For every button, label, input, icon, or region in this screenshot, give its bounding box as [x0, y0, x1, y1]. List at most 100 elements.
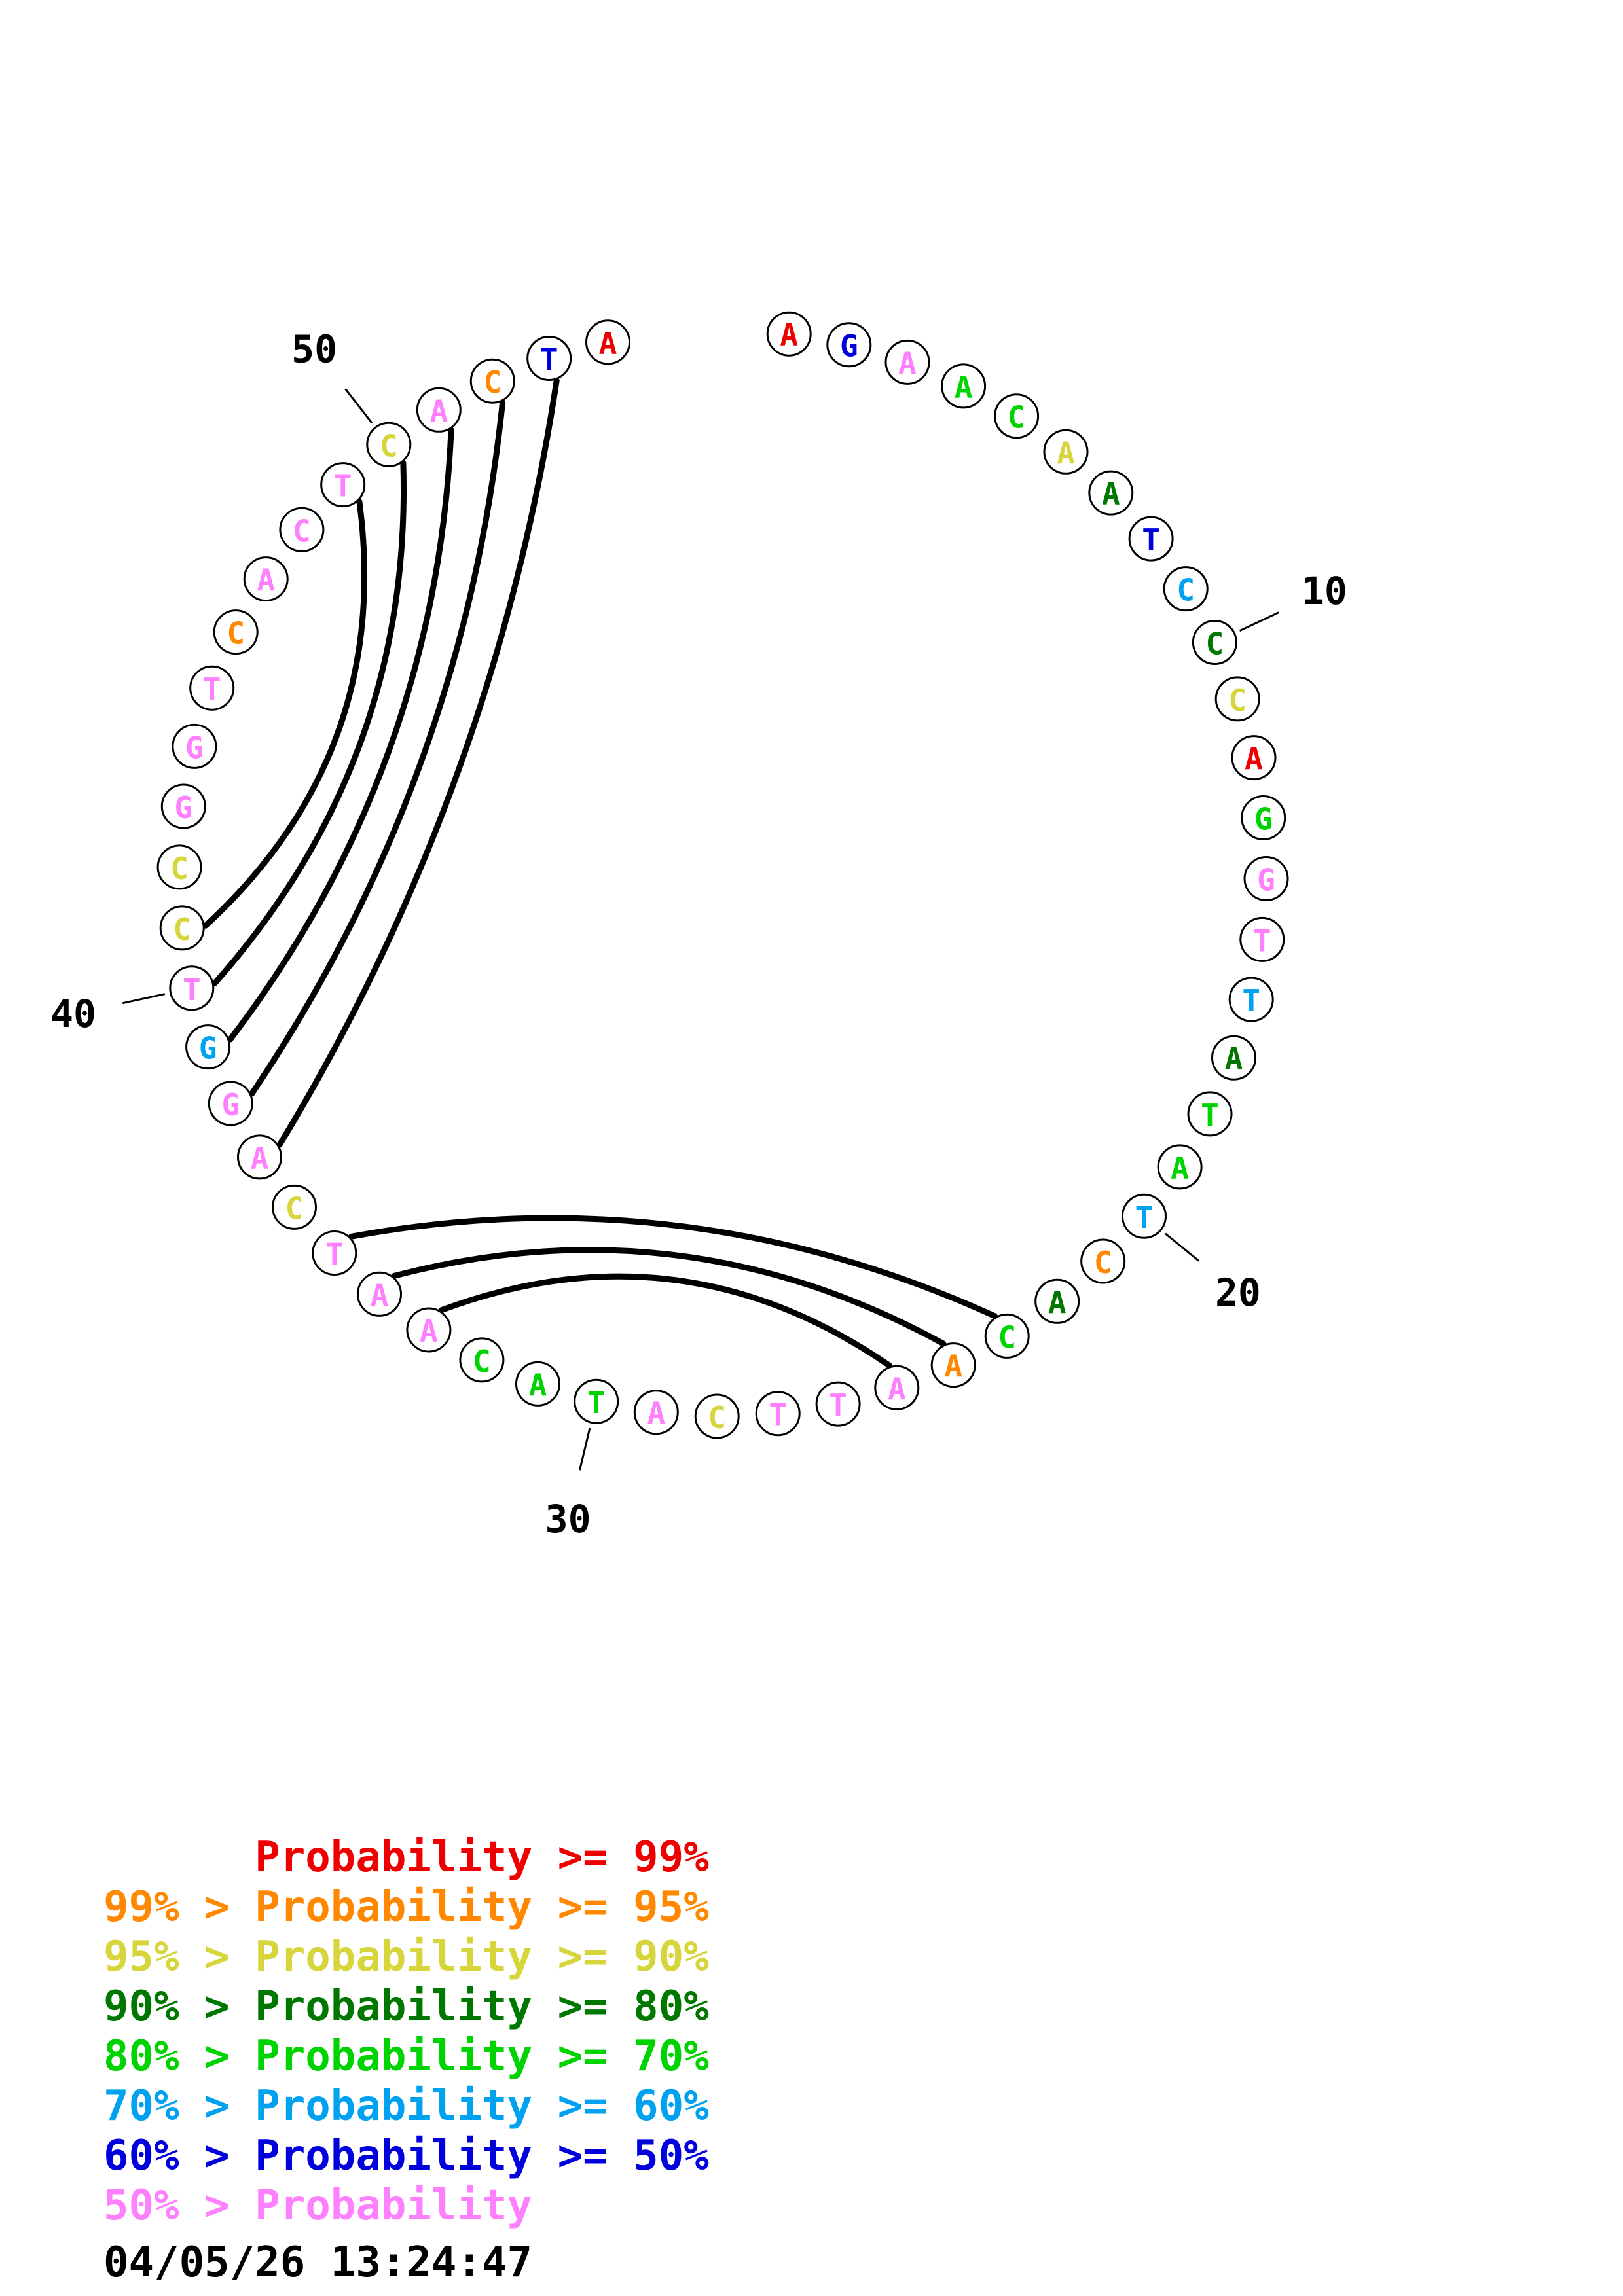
nucleotide-circle	[459, 1337, 505, 1383]
tick-label: 10	[1302, 569, 1347, 613]
nucleotide-letter: G	[1254, 802, 1273, 837]
nucleotide-circle	[279, 507, 325, 552]
nucleotide-letter: T	[203, 672, 221, 707]
nucleotide-letter: C	[170, 851, 189, 886]
nucleotide-letter: T	[325, 1237, 344, 1272]
nucleotide-letter: G	[174, 790, 192, 825]
nucleotide-letter: T	[1253, 923, 1271, 958]
nucleotide-letter: C	[1228, 683, 1247, 718]
nucleotide-letter: T	[769, 1397, 787, 1433]
nucleotide-circle	[1034, 1278, 1080, 1324]
nucleotide-letter: A	[529, 1367, 547, 1403]
base-pair-arc	[438, 1273, 892, 1369]
nucleotide-letter: A	[429, 393, 448, 429]
legend-item-p95: 99% > Probability >= 95%	[103, 1883, 709, 1931]
legend-item-p70: 80% > Probability >= 70%	[103, 2032, 709, 2081]
nucleotide-letter: C	[708, 1400, 726, 1435]
nucleotide-letter: A	[955, 370, 973, 405]
nucleotide-letter: G	[221, 1087, 240, 1122]
legend-item-p99: Probability >= 99%	[103, 1833, 709, 1882]
nucleotide-letter: A	[251, 1141, 269, 1176]
nucleotide-letter: G	[840, 329, 858, 364]
nucleotide-circle	[1043, 429, 1089, 475]
nucleotide-circle	[243, 556, 289, 602]
nucleotide-letter: T	[1201, 1098, 1219, 1133]
nucleotide-circle	[172, 723, 217, 769]
timestamp: 04/05/26 13:24:47	[103, 2238, 533, 2287]
nucleotide-circle	[1228, 977, 1274, 1022]
nucleotide-circle	[406, 1307, 452, 1353]
nucleotide-letter: T	[183, 972, 201, 1007]
nucleotide-letter: A	[898, 346, 917, 381]
nucleotide-circle	[1128, 516, 1174, 562]
nucleotide-circle	[694, 1393, 740, 1439]
nucleotide-letter: A	[888, 1371, 906, 1407]
nucleotide-circle	[357, 1271, 402, 1317]
nucleotide-circle	[574, 1378, 619, 1424]
nucleotide-circle	[469, 358, 515, 404]
nucleotide-letter: T	[1142, 522, 1160, 558]
nucleotide-letter: A	[647, 1396, 665, 1431]
nucleotide-circle	[185, 1024, 231, 1070]
nucleotide-circle	[1157, 1144, 1203, 1190]
probability-legend: Probability >= 99% 99% > Probability >= …	[103, 1833, 709, 2231]
nucleotide-letter: C	[1206, 626, 1224, 662]
tick-leader-line	[344, 388, 373, 424]
nucleotide-letter: A	[420, 1314, 438, 1349]
nucleotide-circle	[1192, 620, 1237, 665]
tick-label: 40	[50, 992, 96, 1036]
nucleotide-letter: G	[185, 730, 204, 765]
nucleotide-circle	[884, 339, 930, 385]
tick-leader-line	[579, 1427, 591, 1471]
legend-item-p60: 70% > Probability >= 60%	[103, 2082, 709, 2130]
nucleotide-letter: A	[1102, 476, 1120, 512]
nucleotide-letter: C	[227, 616, 245, 651]
nucleotide-letter: G	[1257, 863, 1275, 898]
tick-leader-line	[122, 993, 166, 1005]
nucleotide-circle	[1088, 470, 1134, 516]
tick-leader-line	[1239, 611, 1279, 632]
base-pair-arc	[348, 1215, 998, 1319]
nucleotide-circle	[1243, 856, 1289, 901]
nucleotide-circle	[755, 1391, 801, 1437]
nucleotide-letter: C	[483, 365, 501, 400]
nucleotide-circle	[585, 319, 630, 365]
nucleotide-circle	[930, 1342, 976, 1388]
base-pair-arc	[276, 378, 560, 1148]
nucleotide-circle	[159, 905, 205, 951]
nucleotide-letter: A	[1245, 742, 1263, 777]
nucleotide-circle	[208, 1081, 253, 1126]
legend-item-p50: 60% > Probability >= 50%	[103, 2132, 709, 2180]
base-pair-arc	[211, 460, 407, 986]
nucleotide-circle	[237, 1134, 282, 1180]
base-pair-arc	[249, 399, 506, 1097]
nucleotide-circle	[312, 1230, 357, 1276]
nucleotide-circle	[416, 387, 462, 433]
nucleotide-circle	[1231, 735, 1277, 781]
nucleotide-circle	[633, 1390, 679, 1435]
nucleotide-circle	[320, 462, 366, 508]
nucleotide-letter: C	[998, 1319, 1016, 1355]
nucleotide-letter: A	[257, 563, 275, 598]
nucleotide-letter: T	[1242, 983, 1260, 1018]
nucleotide-circle	[874, 1365, 920, 1410]
base-pair-arc	[202, 498, 368, 929]
nucleotide-letter: C	[473, 1344, 491, 1379]
nucleotide-circle	[526, 336, 572, 381]
nucleotide-letter: A	[1057, 435, 1075, 471]
nucleotide-letter: T	[587, 1385, 606, 1420]
nucleotide-circle	[1080, 1238, 1126, 1284]
nucleotide-letter: A	[1171, 1151, 1189, 1186]
tick-label: 50	[291, 327, 337, 371]
nucleotide-letter: C	[293, 513, 311, 548]
nucleotide-letter: C	[1176, 573, 1195, 608]
nucleotide-circle	[994, 393, 1040, 439]
nucleotide-circle	[1163, 566, 1209, 612]
nucleotide-letter: A	[599, 326, 617, 361]
nucleotide-circle	[766, 311, 812, 357]
nucleotide-circle	[515, 1361, 560, 1407]
nucleotide-letter: C	[380, 428, 398, 463]
nucleotide-letter: G	[199, 1031, 217, 1066]
nucleotide-circle	[941, 363, 987, 409]
